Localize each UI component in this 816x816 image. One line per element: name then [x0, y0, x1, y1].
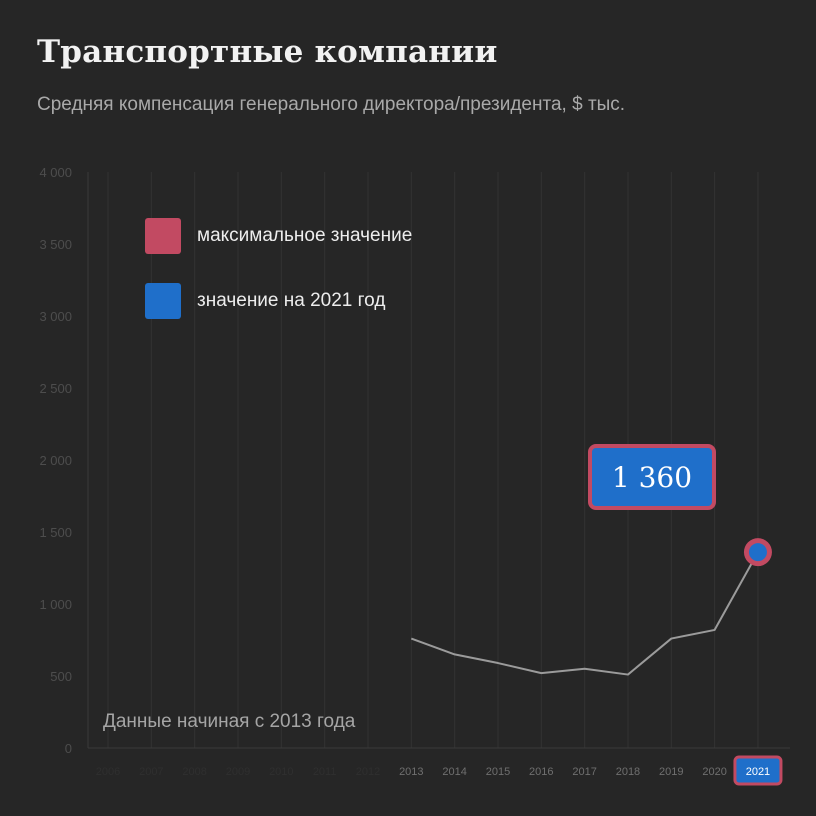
current-point-marker — [748, 543, 767, 562]
x-tick-label: 2016 — [529, 766, 553, 778]
y-tick-label: 3 000 — [39, 309, 72, 324]
y-tick-label: 0 — [65, 741, 72, 756]
data-note: Данные начиная с 2013 года — [103, 711, 356, 732]
series-line — [410, 551, 759, 676]
x-tick-label: 2021 — [746, 766, 770, 778]
legend-label-max: максимальное значение — [197, 225, 413, 246]
y-tick-label: 4 000 — [39, 165, 72, 180]
x-tick-highlight — [733, 755, 783, 786]
x-tick-label: 2020 — [702, 766, 726, 778]
legend-swatch-current — [145, 283, 181, 319]
x-tick-label: 2015 — [486, 766, 510, 778]
x-tick-label: 2011 — [313, 766, 337, 778]
y-tick-label: 2 000 — [39, 453, 72, 468]
x-tick-label: 2014 — [442, 766, 466, 778]
y-tick-label: 1 000 — [39, 597, 72, 612]
y-tick-label: 3 500 — [39, 237, 72, 252]
legend-swatch-max — [145, 218, 181, 254]
x-tick-label: 2018 — [616, 766, 640, 778]
x-tick-label: 2008 — [182, 766, 206, 778]
x-tick-label: 2010 — [269, 766, 293, 778]
legend-item-current: значение на 2021 год — [145, 283, 385, 319]
x-tick-label: 2012 — [356, 766, 380, 778]
legend-item-max: максимальное значение — [145, 218, 412, 254]
y-tick-label: 2 500 — [39, 381, 72, 396]
chart-subtitle: Средняя компенсация генерального директо… — [37, 94, 626, 115]
x-tick-label: 2006 — [96, 766, 120, 778]
x-tick-label: 2009 — [226, 766, 250, 778]
y-tick-label: 500 — [50, 669, 72, 684]
x-tick-label: 2019 — [659, 766, 683, 778]
x-tick-label: 2007 — [139, 766, 163, 778]
y-tick-label: 1 500 — [39, 525, 72, 540]
x-tick-label: 2013 — [399, 766, 423, 778]
chart-title: Транспортные компании — [37, 34, 498, 70]
x-tick-label: 2017 — [572, 766, 596, 778]
value-callout: 1 360 — [588, 444, 716, 510]
legend-label-current: значение на 2021 год — [197, 290, 386, 311]
